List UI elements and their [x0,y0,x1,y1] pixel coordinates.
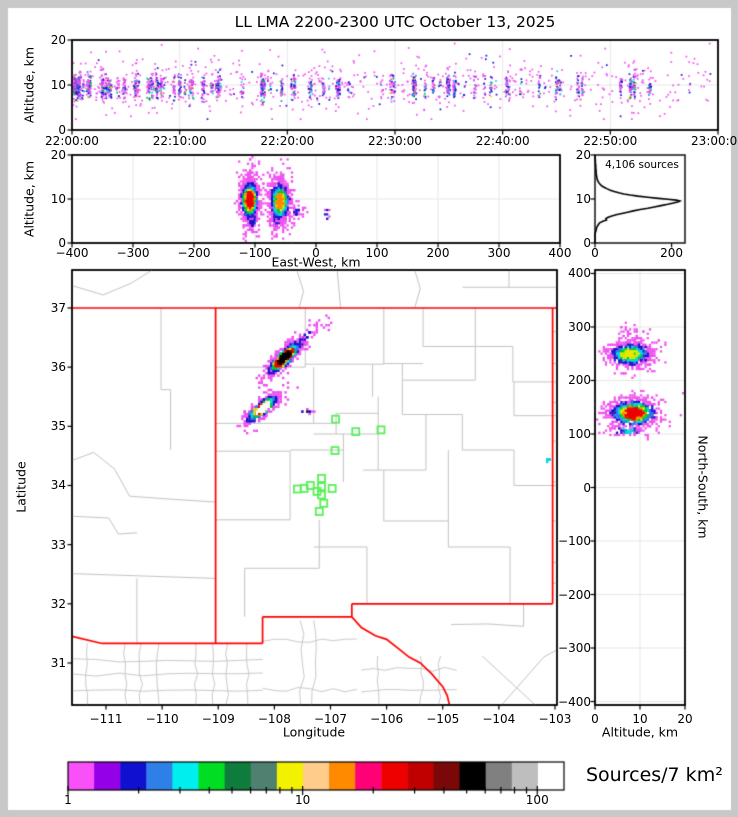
tick-label: 1 [64,793,72,807]
tick-label: −300 [116,246,150,260]
tick-label: 400 [548,246,572,260]
tick-label: 0 [312,246,320,260]
tick-label: 20 [50,148,66,162]
tick-label: 200 [426,246,450,260]
ew-panel-ylabel: Altitude, km [21,160,37,238]
tick-label: −100 [238,246,272,260]
tick-label: 10 [575,192,591,206]
tick-label: −100 [558,534,591,548]
tick-label: 22:20:00 [260,134,315,148]
tick-label: 300 [568,319,591,334]
tick-label: 31 [50,655,66,670]
tick-label: 100 [568,426,591,441]
tick-label: 0 [58,236,66,250]
tick-label: 0 [58,123,66,137]
tick-label: 400 [568,266,591,281]
tick-label: 23:00:00 [691,134,738,148]
tick-label: 22:00:00 [45,134,99,148]
tick-label: −400 [55,246,89,260]
tick-label: 0 [583,480,591,495]
tick-label: 200 [568,373,591,388]
tick-label: 35 [50,419,66,434]
tick-label: −400 [558,694,591,709]
tick-label: −110 [145,712,179,726]
tick-label: −107 [314,712,347,726]
tick-label: −200 [558,587,591,602]
tick-label: −200 [177,246,211,260]
tick-label: 100 [525,793,549,807]
tick-label: 33 [50,537,66,552]
tick-label: −108 [257,712,291,726]
tick-label: −300 [558,641,591,656]
figure-title: LL LMA 2200-2300 UTC October 13, 2025 [234,13,556,31]
tick-label: 0 [583,236,591,250]
tick-label: 10 [294,793,311,807]
ns-panel-ylabel: North-South, km [695,435,711,539]
tick-label: −103 [538,712,572,726]
tick-label: 22:30:00 [368,134,422,148]
tick-label: 10 [632,712,648,726]
tick-label: 20 [575,148,591,162]
tick-label: 34 [50,478,66,493]
colorbar-label: Sources/7 km² [586,764,723,786]
ew-panel-xlabel: East-West, km [271,254,361,270]
tick-label: 0 [591,246,599,260]
tick-label: 200 [660,246,684,260]
time-panel-ylabel: Altitude, km [21,46,37,124]
tick-label: −104 [482,712,516,726]
tick-label: 300 [487,246,511,260]
map-xlabel: Longitude [282,724,346,740]
tick-label: 10 [50,78,66,92]
tick-label: 10 [50,192,66,206]
tick-label: 22:40:00 [475,134,530,148]
tick-label: 22:50:00 [583,134,638,148]
ns-panel-xlabel: Altitude, km [601,724,679,740]
tick-label: 0 [591,712,599,726]
tick-label: −111 [89,712,123,726]
tick-label: 20 [677,712,693,726]
tick-label: 37 [50,300,66,315]
tick-label: 32 [50,596,66,611]
source-count-annotation: 4,106 sources [605,159,679,171]
tick-label: 22:10:00 [152,134,207,148]
tick-label: −109 [201,712,235,726]
tick-label: 100 [365,246,389,260]
tick-label: 36 [50,360,66,375]
tick-label: 20 [50,33,66,47]
tick-label: −106 [370,712,404,726]
map-ylabel: Latitude [13,461,29,513]
tick-label: −105 [426,712,460,726]
